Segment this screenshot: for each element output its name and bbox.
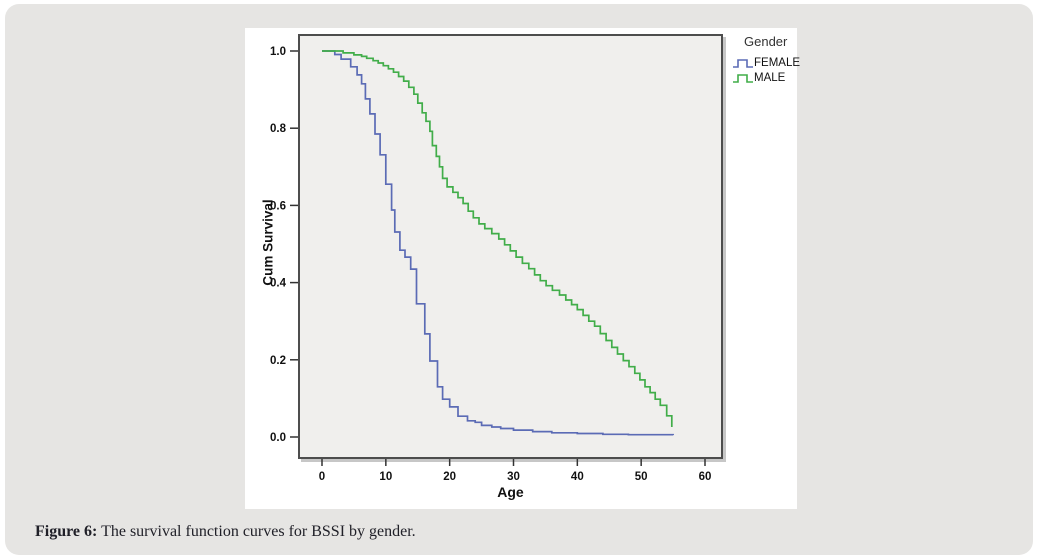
figure-caption-prefix: Figure 6: bbox=[35, 523, 98, 540]
legend-label-female: FEMALE bbox=[754, 56, 801, 69]
y-tick-label: 0.8 bbox=[270, 123, 287, 135]
curve-male bbox=[322, 50, 673, 427]
legend-item-female: FEMALE bbox=[732, 55, 802, 70]
x-tick-label: 20 bbox=[443, 471, 456, 483]
x-tick-label: 40 bbox=[571, 471, 584, 483]
figure-caption-text: The survival function curves for BSSI by… bbox=[97, 523, 416, 540]
plot-svg: 0 10 20 30 40 50 60 0.0 0.2 0.4 0.6 0.8 1.0 bbox=[270, 46, 711, 483]
x-tick-label: 0 bbox=[319, 471, 325, 483]
legend-item-male: MALE bbox=[732, 70, 802, 85]
y-tick-label: 0.6 bbox=[270, 200, 286, 212]
y-axis-title: Cum Survival bbox=[260, 199, 276, 286]
y-tick-label: 1.0 bbox=[270, 46, 286, 58]
document-page: 0 10 20 30 40 50 60 0.0 0.2 0.4 0.6 0.8 1.0 Cum Surv… bbox=[5, 4, 1033, 555]
male-step-line-icon bbox=[733, 73, 753, 83]
x-tick-label: 50 bbox=[635, 471, 648, 483]
x-tick-label: 10 bbox=[379, 471, 392, 483]
legend-label-male: MALE bbox=[754, 71, 786, 84]
chart-canvas: 0 10 20 30 40 50 60 0.0 0.2 0.4 0.6 0.8 1.0 Cum Surv… bbox=[245, 28, 800, 509]
female-step-line-icon bbox=[733, 58, 753, 68]
y-tick-label: 0.2 bbox=[270, 355, 286, 367]
curve-female bbox=[322, 50, 674, 436]
legend: Gender FEMALE MALE bbox=[732, 34, 802, 85]
x-tick-label: 30 bbox=[507, 471, 520, 483]
x-axis-title: Age bbox=[497, 484, 524, 500]
legend-title: Gender bbox=[744, 34, 788, 49]
figure-caption: Figure 6: The survival function curves f… bbox=[35, 523, 416, 541]
x-tick-label: 60 bbox=[699, 471, 712, 483]
y-tick-label: 0.0 bbox=[270, 432, 286, 444]
y-tick-label: 0.4 bbox=[270, 278, 287, 290]
